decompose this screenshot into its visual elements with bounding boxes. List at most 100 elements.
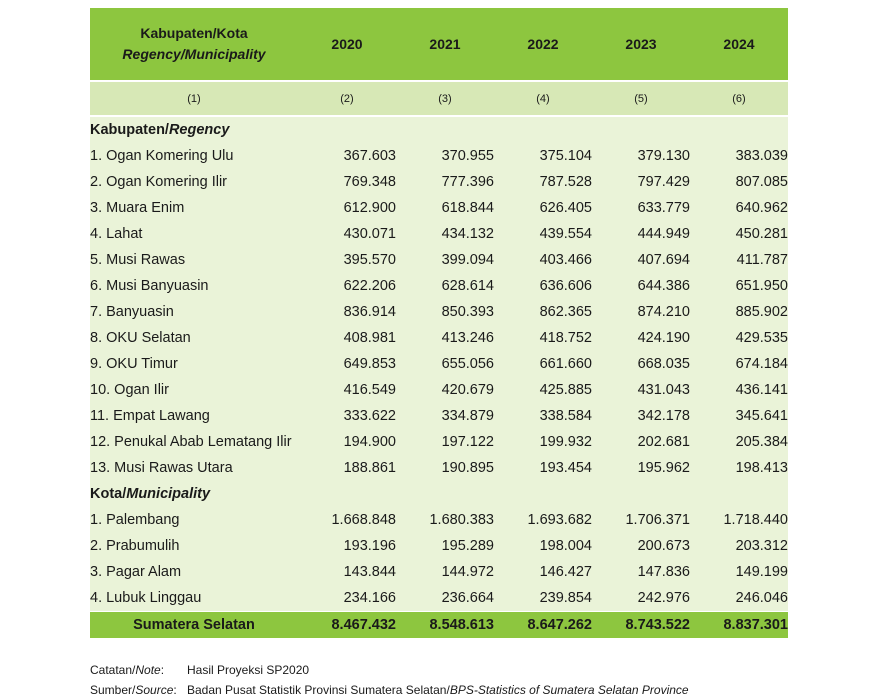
- total-value: 8.467.432: [298, 611, 396, 638]
- population-value: 144.972: [396, 559, 494, 585]
- source-line: Sumber/Source: Badan Pusat Statistik Prov…: [90, 682, 689, 698]
- region-name: 3. Muara Enim: [90, 195, 298, 221]
- table-row: 4. Lahat 430.071 434.132 439.554 444.949 450.…: [90, 221, 788, 247]
- population-value: 198.004: [494, 533, 592, 559]
- column-number: (5): [592, 80, 690, 117]
- region-name: 7. Banyuasin: [90, 299, 298, 325]
- note-text: Hasil Proyeksi SP2020: [187, 663, 310, 677]
- population-value: 200.673: [592, 533, 690, 559]
- population-value: 644.386: [592, 273, 690, 299]
- column-number: (3): [396, 80, 494, 117]
- population-table: Kabupaten/Kota Regency/Municipality 2020…: [90, 8, 788, 638]
- population-value: 661.660: [494, 351, 592, 377]
- source-text-en: BPS-Statistics of Sumatera Selatan Provi…: [449, 683, 689, 697]
- population-value: 205.384: [690, 429, 788, 455]
- population-value: 203.312: [690, 533, 788, 559]
- population-value: 1.668.848: [298, 507, 396, 533]
- region-name: 13. Musi Rawas Utara: [90, 455, 298, 481]
- population-value: 434.132: [396, 221, 494, 247]
- population-value: 333.622: [298, 403, 396, 429]
- population-value: 370.955: [396, 143, 494, 169]
- population-value: 651.950: [690, 273, 788, 299]
- population-value: 147.836: [592, 559, 690, 585]
- population-value: 418.752: [494, 325, 592, 351]
- population-value: 797.429: [592, 169, 690, 195]
- source-label-id: Sumber/: [90, 683, 136, 697]
- region-name: 6. Musi Banyuasin: [90, 273, 298, 299]
- population-value: 246.046: [690, 585, 788, 612]
- population-value: 197.122: [396, 429, 494, 455]
- source-label-en: Source: [135, 683, 174, 697]
- region-name: 12. Penukal Abab Lematang Ilir: [90, 429, 298, 455]
- column-number: (2): [298, 80, 396, 117]
- total-value: 8.548.613: [396, 611, 494, 638]
- population-value: 375.104: [494, 143, 592, 169]
- population-value: 143.844: [298, 559, 396, 585]
- population-value: 411.787: [690, 247, 788, 273]
- region-name: 5. Musi Rawas: [90, 247, 298, 273]
- population-value: 395.570: [298, 247, 396, 273]
- table-row: 8. OKU Selatan 408.981 413.246 418.752 424.1…: [90, 325, 788, 351]
- population-value: 622.206: [298, 273, 396, 299]
- source-text-id: Badan Pusat Statistik Provinsi Sumatera …: [187, 683, 450, 697]
- year-header: 2024: [690, 8, 788, 81]
- table-row: 2. Ogan Komering Ilir 769.348 777.396 787.5…: [90, 169, 788, 195]
- region-name: 3. Pagar Alam: [90, 559, 298, 585]
- region-name: 1. Ogan Komering Ulu: [90, 143, 298, 169]
- population-value: 777.396: [396, 169, 494, 195]
- population-value: 236.664: [396, 585, 494, 612]
- population-value: 618.844: [396, 195, 494, 221]
- table-row: 9. OKU Timur 649.853 655.056 661.660 668.035…: [90, 351, 788, 377]
- table-row: 4. Lubuk Linggau 234.166 236.664 239.854 242…: [90, 585, 788, 612]
- population-value: 874.210: [592, 299, 690, 325]
- population-value: 234.166: [298, 585, 396, 612]
- table-row: 7. Banyuasin 836.914 850.393 862.365 874.210…: [90, 299, 788, 325]
- population-value: 885.902: [690, 299, 788, 325]
- section-title-id: Kabupaten/: [90, 122, 169, 138]
- population-value: 383.039: [690, 143, 788, 169]
- population-value: 345.641: [690, 403, 788, 429]
- population-value: 807.085: [690, 169, 788, 195]
- total-value: 8.743.522: [592, 611, 690, 638]
- population-value: 850.393: [396, 299, 494, 325]
- table-row: 3. Muara Enim 612.900 618.844 626.405 633.77…: [90, 195, 788, 221]
- population-value: 338.584: [494, 403, 592, 429]
- section-title-en: Regency: [168, 122, 230, 138]
- population-value: 436.141: [690, 377, 788, 403]
- table-row: 6. Musi Banyuasin 622.206 628.614 636.606 64…: [90, 273, 788, 299]
- region-name: 4. Lahat: [90, 221, 298, 247]
- population-value: 195.289: [396, 533, 494, 559]
- note-label: Catatan/Note:: [90, 663, 165, 677]
- population-value: 450.281: [690, 221, 788, 247]
- header-row: Kabupaten/Kota Regency/Municipality 2020…: [90, 8, 788, 81]
- population-value: 612.900: [298, 195, 396, 221]
- population-value: 633.779: [592, 195, 690, 221]
- source-label: Sumber/Source:: [90, 683, 177, 697]
- population-value: 193.454: [494, 455, 592, 481]
- population-value: 367.603: [298, 143, 396, 169]
- population-value: 188.861: [298, 455, 396, 481]
- population-value: 334.879: [396, 403, 494, 429]
- note-label-en: Note: [135, 663, 161, 677]
- table-row: 13. Musi Rawas Utara 188.861 190.895 193.45…: [90, 455, 788, 481]
- table-row: 1. Ogan Komering Ulu 367.603 370.955 375.10…: [90, 143, 788, 169]
- year-header: 2023: [592, 8, 690, 81]
- region-name: 2. Prabumulih: [90, 533, 298, 559]
- population-value: 399.094: [396, 247, 494, 273]
- region-header-en: Regency/Municipality: [122, 46, 266, 62]
- population-value: 640.962: [690, 195, 788, 221]
- region-name: 1. Palembang: [90, 507, 298, 533]
- population-value: 1.718.440: [690, 507, 788, 533]
- population-value: 420.679: [396, 377, 494, 403]
- population-value: 199.932: [494, 429, 592, 455]
- section-title: Kabupaten/Regency: [90, 116, 788, 143]
- table-row: 5. Musi Rawas 395.570 399.094 403.466 407.69…: [90, 247, 788, 273]
- population-value: 379.130: [592, 143, 690, 169]
- population-value: 430.071: [298, 221, 396, 247]
- population-value: 1.680.383: [396, 507, 494, 533]
- population-value: 636.606: [494, 273, 592, 299]
- population-value: 444.949: [592, 221, 690, 247]
- total-value: 8.647.262: [494, 611, 592, 638]
- section-title-en: Municipality: [126, 486, 211, 502]
- population-value: 424.190: [592, 325, 690, 351]
